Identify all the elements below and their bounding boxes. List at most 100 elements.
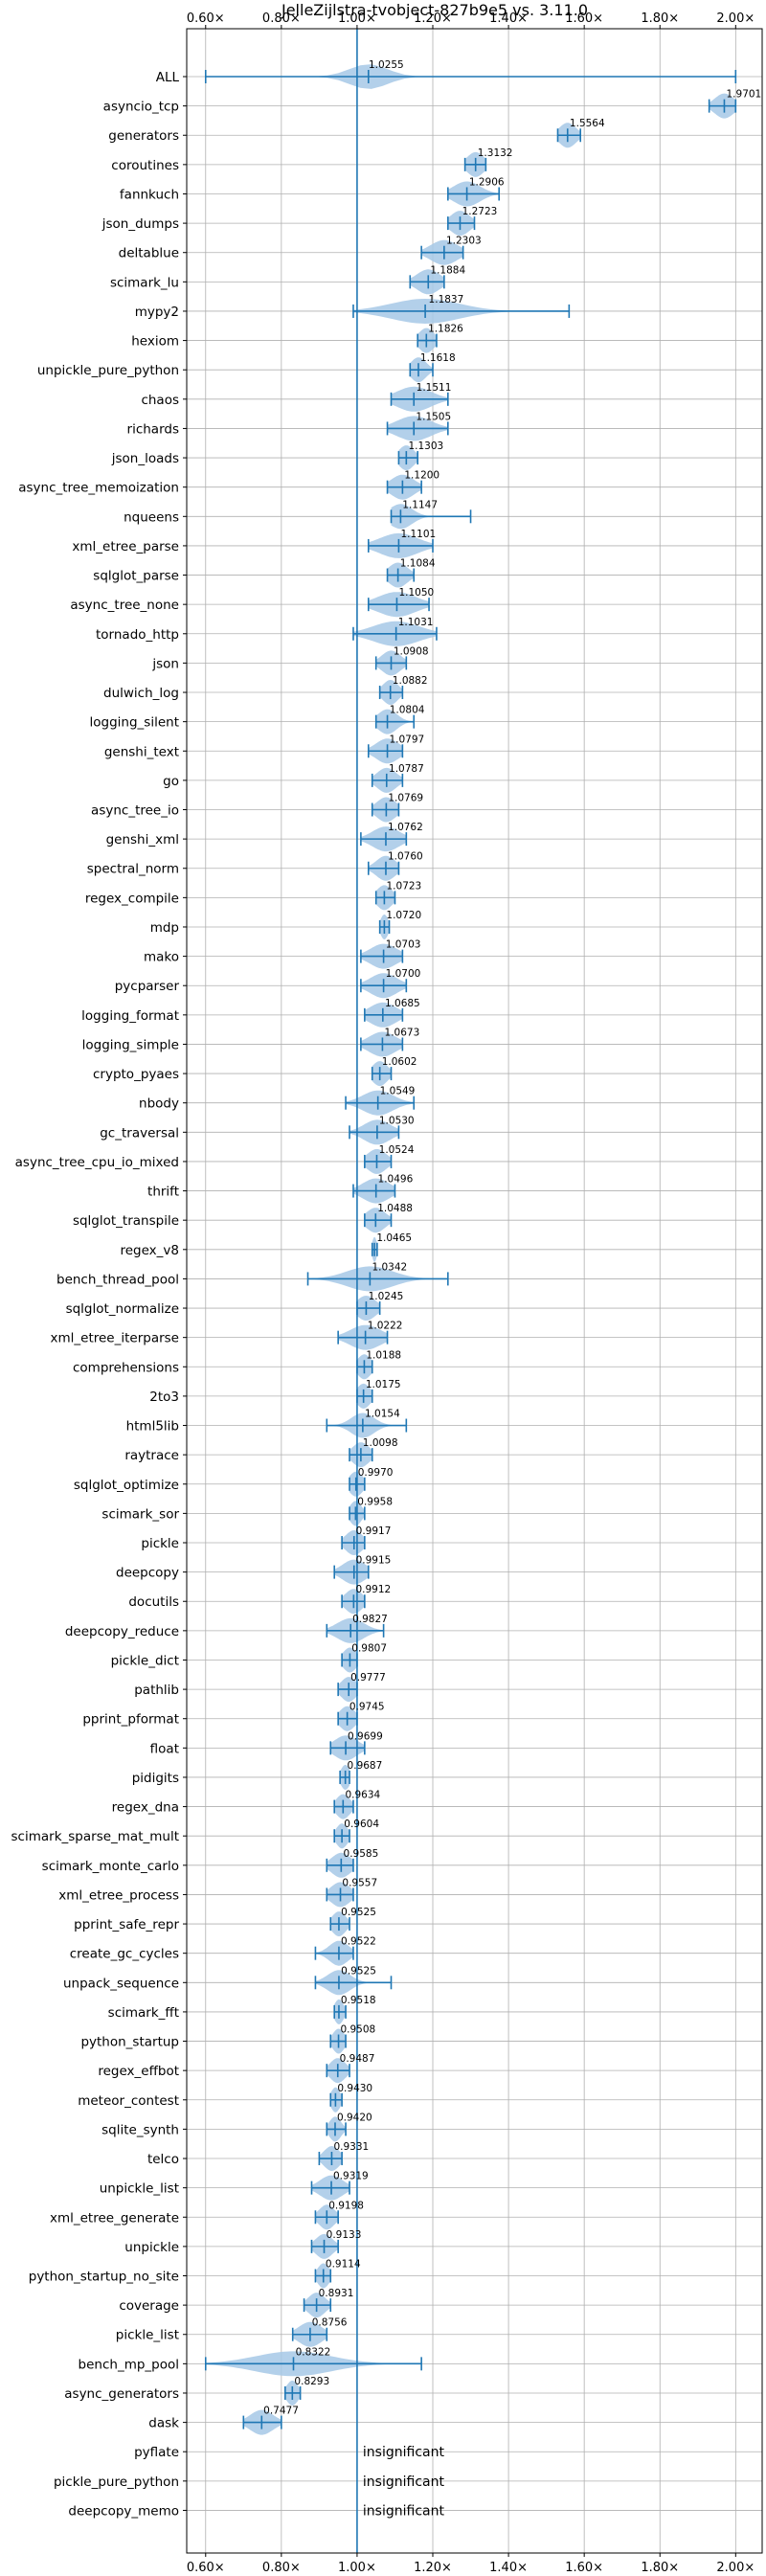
- value-label: 1.0255: [369, 59, 404, 71]
- benchmark-label: chaos: [141, 393, 179, 408]
- value-label: 0.9420: [337, 2112, 372, 2123]
- benchmark-label: ALL: [156, 70, 180, 85]
- benchmark-label: 2to3: [149, 1390, 179, 1405]
- benchmark-label: deepcopy_memo: [68, 2503, 179, 2519]
- value-label: 1.0804: [390, 705, 425, 716]
- benchmark-label: mypy2: [135, 305, 179, 320]
- value-label: 0.9777: [350, 1672, 386, 1683]
- benchmark-label: pickle: [141, 1536, 179, 1551]
- value-label: 1.2906: [469, 176, 505, 188]
- value-label: 0.9699: [348, 1730, 383, 1742]
- value-label: 1.0488: [377, 1203, 413, 1214]
- benchmark-label: async_tree_none: [70, 598, 179, 613]
- value-label: 0.9807: [351, 1642, 387, 1654]
- benchmark-label: generators: [108, 128, 179, 144]
- benchmark-label: pickle_dict: [111, 1653, 179, 1668]
- value-label: 0.9522: [341, 1936, 376, 1948]
- benchmark-label: tornado_http: [96, 627, 179, 643]
- value-label: 1.0188: [366, 1349, 401, 1361]
- benchmark-label: raytrace: [124, 1448, 179, 1463]
- benchmark-label: nbody: [139, 1096, 179, 1112]
- x-tick-label-top: 1.20×: [414, 11, 452, 26]
- benchmark-label: regex_compile: [85, 891, 179, 906]
- benchmark-label: comprehensions: [73, 1360, 179, 1375]
- benchmark-label: scimark_sparse_mat_mult: [11, 1829, 179, 1844]
- value-label: 1.0908: [394, 645, 429, 657]
- benchmark-label: pathlib: [134, 1683, 179, 1698]
- value-label: 1.0245: [369, 1291, 404, 1302]
- benchmark-label: async_tree_io: [91, 803, 179, 819]
- benchmark-label: html5lib: [126, 1419, 179, 1435]
- value-label: 1.0723: [387, 880, 422, 892]
- value-label: 1.0530: [379, 1115, 415, 1126]
- benchmark-labels: ALL asyncio_tcp generators coroutines fannku…: [11, 70, 180, 2519]
- insignificant-label: insignificant: [363, 2445, 445, 2460]
- value-label: 1.2723: [462, 206, 498, 217]
- benchmark-label: async_tree_cpu_io_mixed: [15, 1155, 179, 1170]
- value-label: 1.0098: [363, 1437, 398, 1449]
- value-label: 1.0762: [388, 822, 423, 833]
- value-label: 1.1884: [430, 264, 465, 276]
- x-tick-label-top: 1.60×: [565, 11, 603, 26]
- value-label: 0.8931: [319, 2288, 354, 2299]
- benchmark-label: scimark_monte_carlo: [42, 1859, 179, 1874]
- value-label: 0.9604: [344, 1819, 379, 1830]
- value-label: 1.0882: [393, 675, 428, 687]
- value-label: 1.0465: [376, 1232, 412, 1244]
- benchmark-label: nqueens: [124, 509, 179, 525]
- benchmark-label: pycparser: [115, 979, 180, 994]
- benchmark-label: deepcopy_reduce: [65, 1624, 179, 1639]
- value-label: 1.0685: [385, 998, 420, 1009]
- value-label: 1.1511: [417, 382, 452, 394]
- benchmark-label: dask: [148, 2416, 179, 2431]
- benchmark-label: pprint_safe_repr: [74, 1917, 179, 1932]
- x-tick-label-top: 1.00×: [338, 11, 376, 26]
- value-label: 0.9958: [357, 1496, 393, 1507]
- value-label: 0.9430: [337, 2083, 372, 2094]
- benchmark-label: create_gc_cycles: [70, 1947, 179, 1962]
- value-label: 0.9198: [328, 2200, 364, 2211]
- benchmark-label: crypto_pyaes: [93, 1067, 179, 1082]
- x-tick-label-bottom: 0.60×: [187, 2561, 225, 2575]
- benchmark-label: xml_etree_parse: [72, 539, 179, 554]
- benchmark-label: float: [150, 1741, 179, 1756]
- benchmark-label: json: [151, 656, 179, 671]
- x-tick-label-top: 1.40×: [489, 11, 528, 26]
- value-label: 1.1200: [404, 470, 439, 482]
- value-label: 0.9827: [352, 1614, 388, 1625]
- value-label: 1.0342: [372, 1261, 407, 1273]
- benchmark-label: coroutines: [111, 158, 179, 173]
- benchmark-label: spectral_norm: [87, 862, 179, 877]
- benchmark-label: meteor_contest: [78, 2093, 179, 2109]
- benchmark-label: bench_mp_pool: [79, 2357, 179, 2372]
- value-label: 1.0769: [388, 793, 423, 804]
- x-tick-label-bottom: 2.00×: [716, 2561, 755, 2575]
- value-label: 1.9701: [727, 89, 762, 101]
- benchmark-label: gc_traversal: [100, 1125, 179, 1141]
- benchmark-label: logging_simple: [82, 1037, 179, 1052]
- value-label: 1.1837: [429, 294, 464, 305]
- benchmark-label: unpickle_list: [100, 2181, 179, 2197]
- value-label: 1.0175: [366, 1379, 401, 1390]
- benchmark-label: pprint_pformat: [82, 1712, 179, 1728]
- benchmark-label: xml_etree_generate: [50, 2210, 179, 2226]
- value-label: 1.0222: [368, 1321, 403, 1332]
- value-label: 1.1101: [400, 529, 436, 540]
- benchmark-label: sqlite_synth: [101, 2122, 179, 2137]
- x-tick-label-top: 2.00×: [716, 11, 755, 26]
- value-label: 0.9525: [341, 1907, 376, 1918]
- benchmark-label: unpack_sequence: [63, 1976, 179, 1991]
- benchmark-label: json_dumps: [101, 216, 179, 232]
- plot-frame: [186, 28, 763, 2554]
- value-label: 0.9585: [344, 1848, 379, 1860]
- benchmark-label: fannkuch: [120, 187, 179, 202]
- benchmark-label: mdp: [150, 920, 179, 936]
- benchmark-label: richards: [127, 421, 179, 437]
- value-label: 1.1826: [428, 324, 463, 335]
- insignificant-label: insignificant: [363, 2474, 445, 2490]
- benchmark-label: regex_effbot: [98, 2064, 179, 2079]
- value-label: 1.0787: [389, 763, 424, 775]
- value-label: 0.9917: [356, 1525, 392, 1537]
- value-label: 0.9319: [333, 2171, 369, 2182]
- value-label: 1.3132: [478, 147, 513, 159]
